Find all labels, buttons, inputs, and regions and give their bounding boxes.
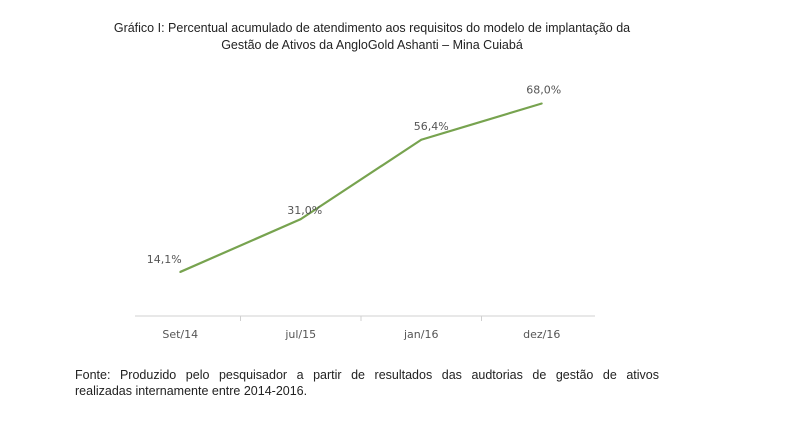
x-tick-label: jan/16 [403, 328, 438, 341]
source-note-line-2: realizadas internamente entre 2014-2016. [75, 384, 308, 398]
data-label: 56,4% [414, 120, 449, 133]
source-note-line-1: Fonte: Produzido pelo pesquisador a part… [75, 368, 659, 382]
chart-title: Gráfico I: Percentual acumulado de atend… [60, 20, 684, 54]
data-point [540, 102, 543, 105]
x-tick-label: Set/14 [162, 328, 198, 341]
source-note: Fonte: Produzido pelo pesquisador a part… [75, 367, 659, 399]
data-label: 14,1% [147, 253, 182, 266]
x-tick-label: dez/16 [523, 328, 560, 341]
data-point [420, 138, 423, 141]
chart-title-line-2: Gestão de Ativos da AngloGold Ashanti – … [221, 38, 523, 52]
data-point [299, 218, 302, 221]
x-tick-label: jul/15 [284, 328, 316, 341]
data-label: 31,0% [287, 204, 322, 217]
data-point [179, 270, 182, 273]
data-label: 68,0% [526, 84, 561, 97]
series-line [179, 102, 543, 273]
chart-title-line-1: Gráfico I: Percentual acumulado de atend… [113, 21, 631, 35]
